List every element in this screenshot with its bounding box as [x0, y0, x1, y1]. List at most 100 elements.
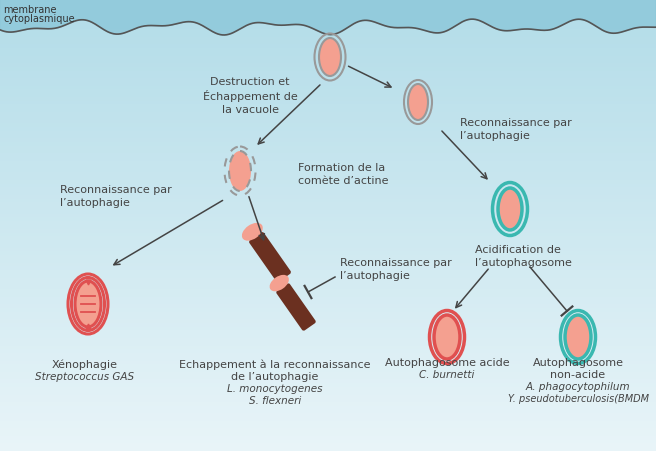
Ellipse shape: [229, 152, 251, 192]
Polygon shape: [0, 188, 656, 192]
Polygon shape: [0, 447, 656, 451]
Polygon shape: [0, 406, 656, 410]
Polygon shape: [0, 19, 656, 23]
Polygon shape: [0, 49, 656, 53]
Polygon shape: [0, 195, 656, 199]
Polygon shape: [0, 335, 656, 338]
Polygon shape: [0, 211, 656, 214]
Polygon shape: [0, 327, 656, 331]
Ellipse shape: [434, 315, 460, 359]
Ellipse shape: [319, 39, 341, 77]
Polygon shape: [0, 135, 656, 139]
Text: non-acide: non-acide: [550, 369, 605, 379]
Polygon shape: [0, 252, 656, 256]
Polygon shape: [0, 41, 656, 45]
Polygon shape: [0, 30, 656, 34]
Polygon shape: [0, 4, 656, 8]
Polygon shape: [0, 398, 656, 402]
Polygon shape: [0, 417, 656, 421]
Polygon shape: [0, 161, 656, 166]
Text: Autophagosome: Autophagosome: [533, 357, 623, 367]
Polygon shape: [0, 199, 656, 203]
Ellipse shape: [408, 85, 428, 121]
FancyBboxPatch shape: [249, 232, 291, 282]
Polygon shape: [0, 218, 656, 222]
Text: Streptococcus GAS: Streptococcus GAS: [35, 371, 134, 381]
Polygon shape: [0, 357, 656, 361]
Text: Reconnaissance par
l’autophagie: Reconnaissance par l’autophagie: [340, 258, 452, 280]
Polygon shape: [0, 244, 656, 248]
Polygon shape: [0, 184, 656, 188]
Text: Acidification de
l’autophagosome: Acidification de l’autophagosome: [475, 244, 572, 267]
Polygon shape: [0, 94, 656, 98]
Polygon shape: [0, 421, 656, 425]
Polygon shape: [0, 274, 656, 278]
Ellipse shape: [498, 189, 522, 230]
Ellipse shape: [75, 281, 101, 327]
Polygon shape: [0, 259, 656, 263]
Polygon shape: [0, 293, 656, 297]
Polygon shape: [0, 402, 656, 406]
Polygon shape: [0, 271, 656, 274]
Polygon shape: [0, 177, 656, 180]
Polygon shape: [0, 237, 656, 240]
Polygon shape: [0, 240, 656, 244]
Text: Reconnaissance par
l’autophagie: Reconnaissance par l’autophagie: [460, 118, 572, 141]
Polygon shape: [0, 139, 656, 143]
Polygon shape: [0, 301, 656, 304]
Ellipse shape: [565, 315, 591, 359]
Polygon shape: [0, 267, 656, 271]
Text: Y. pseudotuberculosis(BMDM: Y. pseudotuberculosis(BMDM: [508, 393, 649, 403]
Text: S. flexneri: S. flexneri: [249, 395, 301, 405]
Polygon shape: [0, 323, 656, 327]
Polygon shape: [0, 8, 656, 11]
Polygon shape: [0, 192, 656, 195]
Polygon shape: [0, 297, 656, 301]
Polygon shape: [0, 263, 656, 267]
Polygon shape: [0, 116, 656, 120]
Polygon shape: [0, 233, 656, 237]
Polygon shape: [0, 285, 656, 290]
Polygon shape: [0, 207, 656, 211]
Polygon shape: [0, 68, 656, 71]
Polygon shape: [0, 15, 656, 19]
Polygon shape: [0, 113, 656, 116]
Polygon shape: [0, 143, 656, 147]
FancyBboxPatch shape: [276, 284, 316, 331]
Polygon shape: [0, 169, 656, 173]
Text: A. phagocytophilum: A. phagocytophilum: [525, 381, 630, 391]
Polygon shape: [0, 109, 656, 113]
Polygon shape: [0, 304, 656, 308]
Polygon shape: [0, 361, 656, 364]
Polygon shape: [0, 350, 656, 353]
Polygon shape: [0, 410, 656, 414]
Polygon shape: [0, 414, 656, 417]
Polygon shape: [0, 346, 656, 350]
Polygon shape: [0, 11, 656, 15]
Polygon shape: [0, 226, 656, 229]
Polygon shape: [0, 173, 656, 177]
Polygon shape: [0, 87, 656, 90]
Polygon shape: [0, 75, 656, 79]
Polygon shape: [0, 147, 656, 150]
Polygon shape: [0, 353, 656, 357]
Polygon shape: [0, 331, 656, 335]
Polygon shape: [0, 71, 656, 75]
Polygon shape: [0, 248, 656, 252]
Text: Destruction et
Échappement de
la vacuole: Destruction et Échappement de la vacuole: [203, 77, 297, 115]
Text: Autophagosome acide: Autophagosome acide: [384, 357, 509, 367]
Polygon shape: [0, 368, 656, 372]
Text: Echappement à la reconnaissance: Echappement à la reconnaissance: [179, 359, 371, 370]
Polygon shape: [0, 150, 656, 154]
Polygon shape: [0, 26, 656, 30]
Polygon shape: [0, 98, 656, 101]
Polygon shape: [0, 391, 656, 395]
Polygon shape: [0, 380, 656, 383]
Ellipse shape: [242, 223, 263, 241]
Polygon shape: [0, 56, 656, 60]
Polygon shape: [0, 425, 656, 428]
Polygon shape: [0, 105, 656, 109]
Text: L. monocytogenes: L. monocytogenes: [227, 383, 323, 393]
Text: cytoplasmique: cytoplasmique: [3, 14, 75, 24]
Polygon shape: [0, 120, 656, 124]
